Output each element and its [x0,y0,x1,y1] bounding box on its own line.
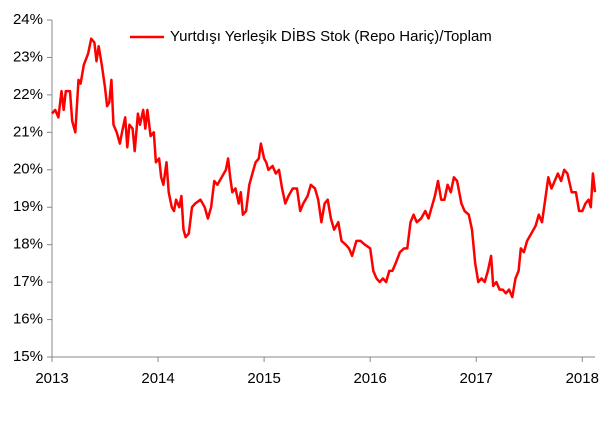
y-tick-label: 22% [13,86,43,103]
x-tick-label: 2015 [247,370,280,387]
y-tick-label: 23% [13,48,43,65]
y-tick-label: 16% [13,311,43,328]
y-tick-label: 24% [13,11,43,28]
y-tick-label: 19% [13,198,43,215]
x-tick-label: 2018 [566,370,599,387]
x-tick-label: 2014 [141,370,174,387]
y-tick-label: 18% [13,236,43,253]
y-tick-label: 17% [13,273,43,290]
data-line [51,37,597,299]
x-tick-label: 2017 [460,370,493,387]
x-tick-label: 2013 [35,370,68,387]
y-tick-label: 21% [13,123,43,140]
y-tick-label: 15% [13,348,43,365]
legend-label: Yurtdışı Yerleşik DİBS Stok (Repo Hariç)… [170,27,492,45]
x-tick-label: 2016 [353,370,386,387]
y-tick-label: 20% [13,161,43,178]
